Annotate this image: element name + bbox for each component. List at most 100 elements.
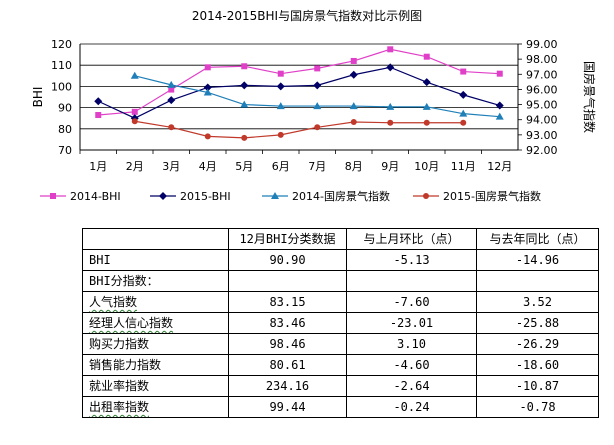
- y-left-axis-label: BHI: [31, 87, 45, 108]
- bhi-mom: -5.13: [346, 249, 477, 271]
- y-right-axis-label: 国房景气指数: [582, 61, 597, 133]
- x-tick-label: 6月: [272, 160, 290, 173]
- y-left-tick-label: 100: [51, 80, 72, 93]
- x-tick-label: 9月: [381, 160, 399, 173]
- y-left-tick-label: 70: [58, 144, 72, 157]
- row-label-text: 就业率指数: [89, 379, 150, 393]
- row-label: 经理人信心指数: [82, 312, 229, 334]
- table-row-bhi: BHI 90.90 -5.13 -14.96: [82, 249, 599, 271]
- legend-label: 2014-国房景气指数: [292, 189, 390, 203]
- data-point: [131, 108, 138, 115]
- row-label: 出租率指数: [82, 396, 229, 418]
- header-cell-december-data: 12月BHI分类数据: [228, 228, 347, 250]
- y-right-tick-label: 99.00: [526, 38, 558, 51]
- table-row: 购买力指数 98.46 3.10 -26.29: [82, 333, 599, 355]
- y-right-tick-label: 93.00: [526, 129, 558, 142]
- row-value: 98.46: [228, 333, 347, 355]
- row-yoy: -26.29: [476, 333, 599, 355]
- data-point: [495, 101, 504, 110]
- data-point: [387, 119, 394, 126]
- row-label-text: 销售能力指数: [89, 358, 162, 372]
- table-row-section: BHI分指数：: [82, 270, 599, 292]
- data-point: [386, 102, 395, 110]
- y-left-tick-label: 90: [58, 102, 72, 115]
- section-empty-cell: [228, 270, 347, 292]
- data-point: [168, 124, 175, 131]
- data-point: [240, 81, 249, 90]
- data-point: [350, 57, 357, 64]
- data-point: [94, 97, 103, 106]
- data-point: [203, 88, 212, 96]
- chart-title: 2014-2015BHI与国房景气指数对比示例图: [192, 8, 422, 23]
- data-point: [386, 63, 395, 72]
- legend-label: 2014-BHI: [70, 190, 121, 203]
- row-label: 购买力指数: [82, 333, 229, 355]
- legend-label: 2015-BHI: [180, 190, 231, 203]
- row-label-bhi: BHI: [82, 249, 229, 271]
- y-left-tick-label: 80: [58, 123, 72, 136]
- data-point: [350, 118, 357, 125]
- section-label: BHI分指数：: [82, 270, 229, 292]
- data-point: [204, 64, 211, 71]
- y-left-tick-label: 110: [51, 59, 72, 72]
- line-chart: 2014-2015BHI与国房景气指数对比示例图 120 110 100 90 80 70 9…: [31, 8, 597, 203]
- data-point: [131, 118, 138, 125]
- data-point: [276, 102, 285, 110]
- bhi-yoy: -14.96: [476, 249, 599, 271]
- row-label: 销售能力指数: [82, 354, 229, 376]
- data-point: [423, 53, 430, 60]
- data-point: [167, 96, 176, 105]
- data-point: [349, 102, 358, 110]
- data-point: [276, 82, 285, 91]
- bhi-data-table: 12月BHI分类数据 与上月环比（点） 与去年同比（点） BHI 90.90 -…: [82, 228, 599, 418]
- x-tick-label: 1月: [89, 160, 107, 173]
- data-point: [240, 100, 249, 108]
- row-yoy: 3.52: [476, 291, 599, 313]
- section-empty-cell: [476, 270, 599, 292]
- y-right-tick-label: 96.00: [526, 83, 558, 96]
- legend-label: 2015-国房景气指数: [443, 189, 541, 203]
- section-empty-cell: [346, 270, 477, 292]
- row-label: 就业率指数: [82, 375, 229, 397]
- x-tick-label: 12月: [487, 160, 512, 173]
- table-header-row: 12月BHI分类数据 与上月环比（点） 与去年同比（点）: [82, 228, 599, 250]
- x-tick-label: 8月: [345, 160, 363, 173]
- data-point: [277, 131, 284, 138]
- table-row: 经理人信心指数 83.46 -23.01 -25.88: [82, 312, 599, 334]
- data-point: [423, 119, 430, 126]
- data-point: [459, 90, 468, 99]
- table-row: 出租率指数 99.44 -0.24 -0.78: [82, 396, 599, 418]
- data-point: [459, 109, 468, 117]
- data-point: [349, 70, 358, 79]
- x-tick-label: 4月: [199, 160, 217, 173]
- table-row: 人气指数 83.15 -7.60 3.52: [82, 291, 599, 313]
- row-yoy: -10.87: [476, 375, 599, 397]
- data-point: [314, 65, 321, 72]
- legend-marker: [50, 193, 56, 199]
- y-right-tick-label: 95.00: [526, 99, 558, 112]
- row-mom: -2.64: [346, 375, 477, 397]
- row-mom: -23.01: [346, 312, 477, 334]
- row-mom: -4.60: [346, 354, 477, 376]
- y-left-tick-label: 120: [51, 38, 72, 51]
- row-value: 99.44: [228, 396, 347, 418]
- row-yoy: -18.60: [476, 354, 599, 376]
- legend-marker: [159, 192, 167, 200]
- data-point: [387, 46, 394, 53]
- data-point: [314, 124, 321, 131]
- data-point: [422, 102, 431, 110]
- y-right-tick-label: 92.00: [526, 144, 558, 157]
- data-point: [95, 112, 102, 119]
- data-point: [460, 119, 467, 126]
- legend-marker: [271, 192, 279, 199]
- row-label: 人气指数: [82, 291, 229, 313]
- data-point: [422, 78, 431, 87]
- header-cell-yoy: 与去年同比（点）: [476, 228, 599, 250]
- data-point: [241, 134, 248, 141]
- row-mom: -7.60: [346, 291, 477, 313]
- x-tick-label: 11月: [451, 160, 476, 173]
- bhi-value: 90.90: [228, 249, 347, 271]
- x-tick-label: 7月: [308, 160, 326, 173]
- data-point: [313, 102, 322, 110]
- data-point: [460, 68, 467, 75]
